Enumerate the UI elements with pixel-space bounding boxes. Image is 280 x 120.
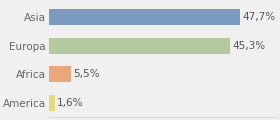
Bar <box>49 95 55 111</box>
Text: 5,5%: 5,5% <box>73 69 99 79</box>
Bar <box>49 66 71 82</box>
Bar <box>49 38 230 54</box>
Text: 47,7%: 47,7% <box>242 12 275 22</box>
Text: 1,6%: 1,6% <box>57 98 84 108</box>
Text: 45,3%: 45,3% <box>232 41 265 51</box>
Bar <box>49 9 240 25</box>
